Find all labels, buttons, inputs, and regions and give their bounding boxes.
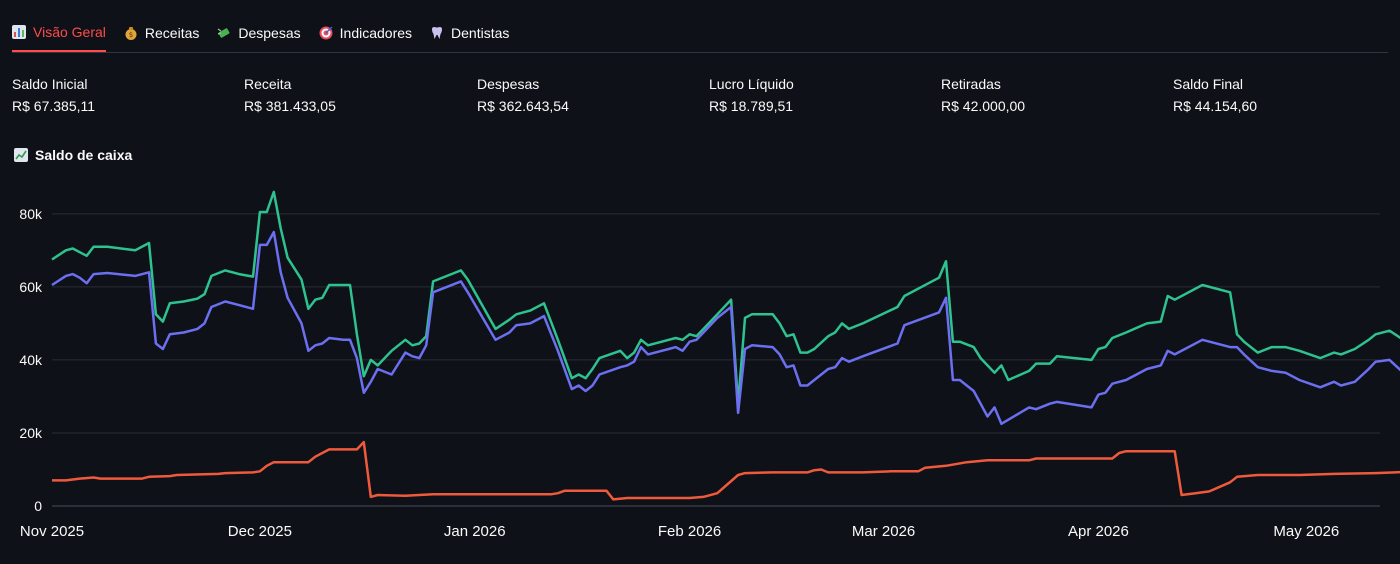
series-line-1 (51, 230, 1400, 426)
tab-label: Visão Geral (33, 24, 106, 40)
series-line-2 (52, 440, 1400, 501)
section-title: Saldo de caixa (14, 147, 132, 163)
x-tick-label: Feb 2026 (658, 523, 721, 540)
metric-receita: Receita R$ 381.433,05 (244, 75, 464, 115)
tab-receitas[interactable]: $ Receitas (124, 14, 199, 52)
svg-text:$: $ (129, 31, 133, 39)
x-tick-label: Apr 2026 (1068, 523, 1129, 540)
metric-label: Retiradas (941, 76, 1001, 92)
tab-label: Receitas (144, 25, 200, 41)
x-tick-label: May 2026 (1273, 523, 1339, 540)
tab-bar: Visão Geral $ Receitas Despesas Indicado… (12, 14, 1388, 53)
money-bag-icon: $ (125, 27, 137, 40)
metric-saldo-inicial: Saldo Inicial R$ 67.385,11 (12, 75, 232, 115)
metrics-row: Saldo Inicial R$ 67.385,11 Receita R$ 38… (12, 75, 1400, 125)
metric-value: R$ 362.643,54 (477, 98, 569, 114)
flying-money-icon (218, 28, 230, 38)
metric-value: R$ 42.000,00 (941, 98, 1026, 114)
metric-label: Receita (244, 76, 292, 92)
tab-visao-geral[interactable]: Visão Geral (12, 14, 106, 52)
cash-balance-chart[interactable]: 0 20k 40k 60k 80k Nov 2025 Dec 2025 Jan 2026 Feb… (0, 170, 1400, 564)
metric-label: Despesas (477, 76, 540, 92)
tooth-icon (432, 27, 443, 39)
metric-lucro-liquido: Lucro Líquido R$ 18.789,51 (709, 75, 929, 115)
y-tick-label: 20k (19, 425, 43, 441)
y-tick-label: 60k (19, 279, 43, 295)
metric-value: R$ 44.154,60 (1173, 98, 1258, 114)
y-tick-label: 80k (19, 206, 43, 222)
target-icon (319, 26, 333, 40)
y-tick-label: 0 (34, 498, 42, 514)
metric-retiradas: Retiradas R$ 42.000,00 (941, 75, 1161, 115)
metric-value: R$ 18.789,51 (709, 98, 794, 114)
metric-despesas: Despesas R$ 362.643,54 (477, 75, 697, 115)
tab-despesas[interactable]: Despesas (217, 14, 301, 52)
tab-indicadores[interactable]: Indicadores (319, 14, 412, 52)
chart-increasing-icon (14, 148, 28, 162)
metric-value: R$ 67.385,11 (12, 98, 96, 114)
metric-saldo-final: Saldo Final R$ 44.154,60 (1173, 75, 1393, 115)
tab-dentistas[interactable]: Dentistas (430, 14, 509, 52)
y-tick-label: 40k (19, 352, 43, 368)
metric-value: R$ 381.433,05 (244, 98, 336, 114)
x-tick-label: Dec 2025 (228, 523, 292, 540)
tab-label: Despesas (238, 25, 301, 41)
metric-label: Saldo Inicial (12, 76, 88, 92)
x-tick-label: Nov 2025 (20, 523, 84, 540)
section-title-text: Saldo de caixa (35, 147, 133, 163)
series-line-0 (51, 190, 1400, 405)
metric-label: Saldo Final (1173, 76, 1244, 92)
x-tick-label: Mar 2026 (852, 523, 915, 540)
bar-chart-icon (12, 25, 26, 39)
metric-label: Lucro Líquido (709, 76, 794, 92)
tab-label: Indicadores (339, 25, 413, 41)
x-tick-label: Jan 2026 (444, 523, 506, 540)
tab-label: Dentistas (451, 25, 510, 41)
